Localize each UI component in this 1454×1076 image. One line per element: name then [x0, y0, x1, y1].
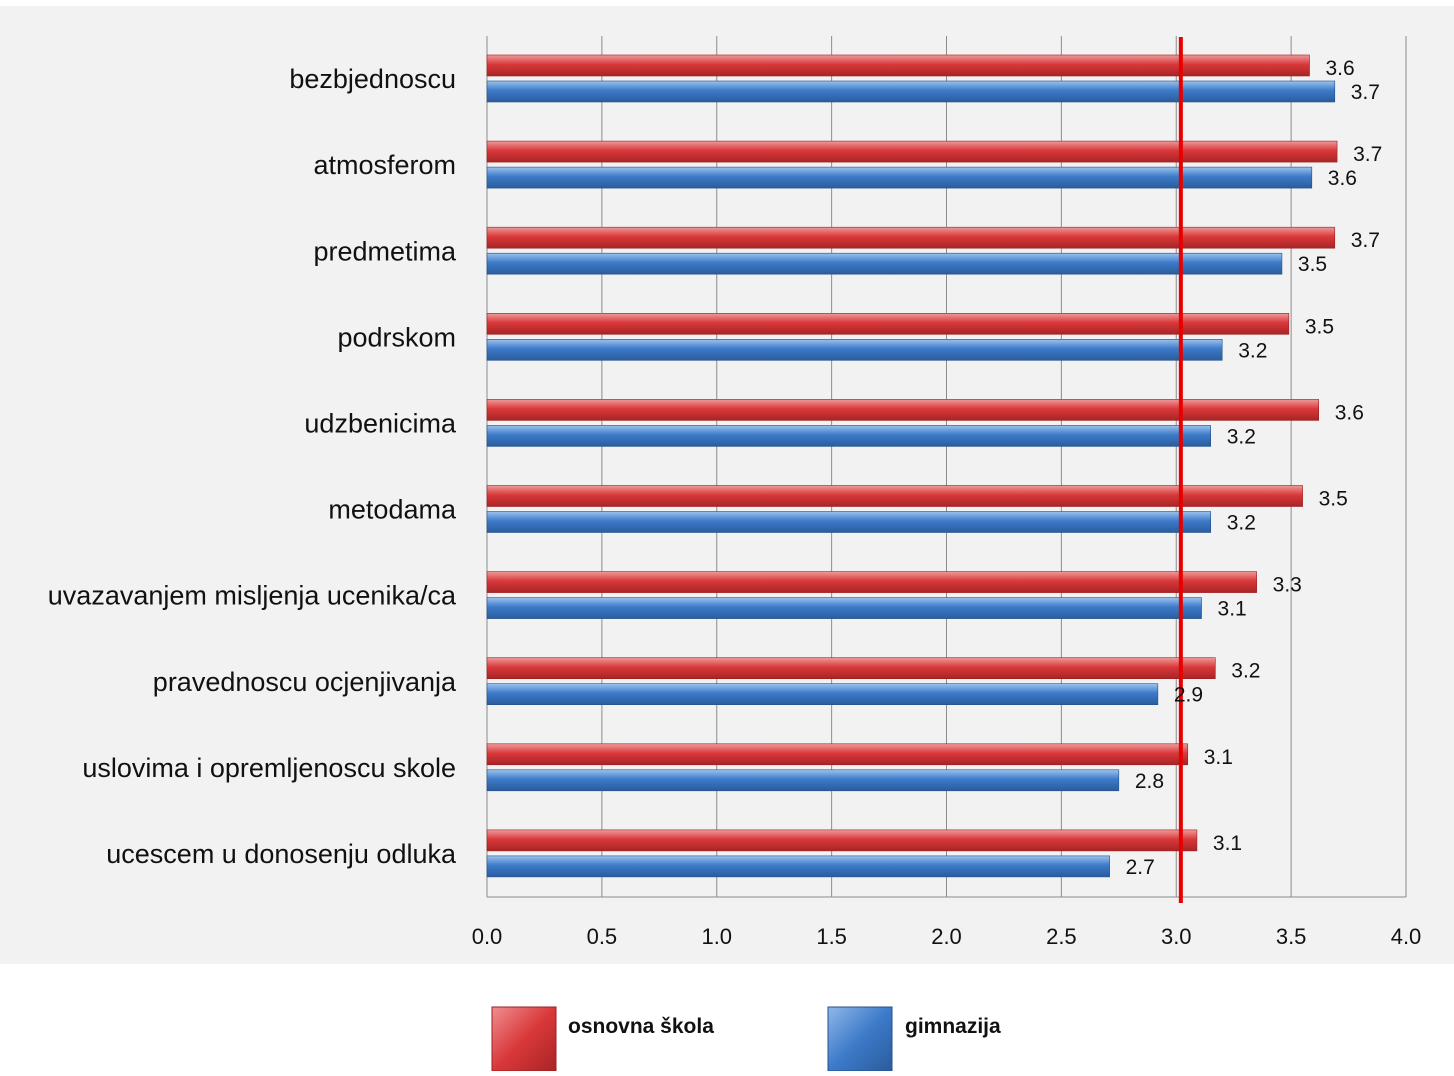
value-label: 3.2 [1227, 425, 1256, 448]
bar-osnovna-skola [486, 571, 1257, 593]
value-label: 2.8 [1135, 770, 1164, 793]
bar-gimnazija [486, 80, 1336, 103]
bar-osnovna-skola [486, 829, 1198, 852]
legend-swatch [491, 1006, 557, 1072]
bar-gimnazija [486, 166, 1313, 189]
value-label: 3.6 [1328, 167, 1357, 190]
category-label: udzbenicima [304, 408, 457, 438]
x-tick-label: 2.0 [931, 924, 962, 949]
bar-gimnazija [486, 769, 1120, 792]
bar-gimnazija [486, 425, 1212, 447]
value-label: 3.5 [1305, 315, 1334, 338]
value-label: 3.7 [1351, 229, 1380, 252]
value-label: 3.6 [1335, 401, 1364, 424]
bar-osnovna-skola [486, 226, 1336, 249]
bar-gimnazija [486, 683, 1159, 706]
bars [486, 37, 1338, 903]
bar-gimnazija [486, 511, 1212, 533]
bar-osnovna-skola [486, 657, 1216, 680]
bar-osnovna-skola [486, 312, 1290, 335]
legend-label: gimnazija [905, 1015, 1001, 1038]
category-label: uvazavanjem misljenja ucenika/ca [48, 581, 457, 611]
category-label: predmetima [313, 236, 457, 266]
legend-swatch [827, 1006, 893, 1072]
value-label: 3.7 [1353, 143, 1382, 166]
x-tick-label: 4.0 [1391, 924, 1422, 949]
legend-label: osnovna škola [568, 1015, 714, 1038]
bar-gimnazija [486, 855, 1110, 878]
value-label: 3.5 [1298, 253, 1327, 276]
x-tick-label: 2.5 [1046, 924, 1077, 949]
category-label: ucescem u donosenju odluka [106, 839, 457, 869]
category-label: podrskom [337, 322, 456, 352]
category-label: atmosferom [313, 150, 456, 180]
value-label: 2.9 [1174, 684, 1203, 707]
x-tick-label: 1.0 [701, 924, 732, 949]
bar-osnovna-skola [486, 485, 1303, 507]
bar-osnovna-skola [486, 140, 1338, 163]
bar-osnovna-skola [486, 399, 1319, 421]
value-label: 2.7 [1126, 856, 1155, 879]
x-tick-label: 3.0 [1161, 924, 1192, 949]
x-tick-label: 0.5 [587, 924, 618, 949]
value-label: 3.2 [1238, 339, 1267, 362]
category-label: pravednoscu ocjenjivanja [153, 667, 457, 697]
x-tick-label: 1.5 [816, 924, 847, 949]
legend: osnovna škola gimnazija [491, 1006, 1001, 1072]
bar-osnovna-skola [486, 743, 1189, 766]
labels: 0.0 0.5 1.0 1.5 2.0 2.5 3.0 3.5 4.0 bezbjednoscu 3… [48, 57, 1422, 949]
bar-gimnazija [486, 338, 1223, 361]
x-tick-label: 3.5 [1276, 924, 1307, 949]
value-label: 3.6 [1326, 57, 1355, 80]
chart-background [0, 6, 1454, 964]
value-label: 3.1 [1213, 832, 1242, 855]
category-label: uslovima i opremljenoscu skole [82, 753, 456, 783]
value-label: 3.1 [1218, 598, 1247, 621]
bar-gimnazija [486, 597, 1202, 619]
value-label: 3.1 [1204, 746, 1233, 769]
value-label: 3.3 [1273, 574, 1302, 597]
bar-osnovna-skola [486, 54, 1310, 77]
x-tick-label: 0.0 [472, 924, 503, 949]
value-label: 3.5 [1319, 488, 1348, 511]
value-label: 3.2 [1227, 512, 1256, 535]
value-label: 3.2 [1231, 660, 1260, 683]
bar-gimnazija [486, 252, 1283, 275]
value-label: 3.7 [1351, 81, 1380, 104]
category-label: bezbjednoscu [289, 64, 456, 94]
category-label: metodama [328, 495, 457, 525]
